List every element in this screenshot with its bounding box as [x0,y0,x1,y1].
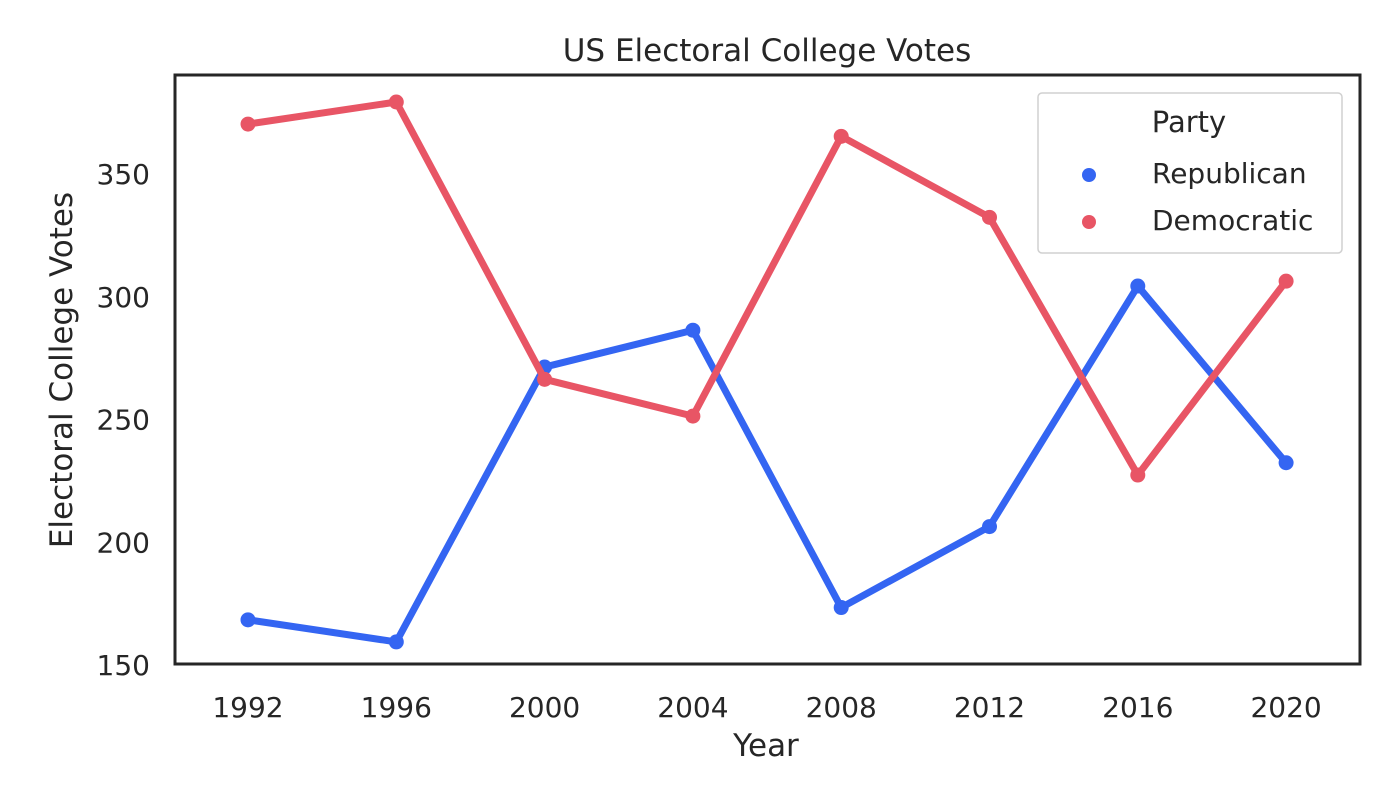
data-point-republican [1130,278,1146,294]
data-point-republican [240,612,256,628]
y-tick-label: 250 [97,404,150,437]
y-tick-label: 300 [97,281,150,314]
data-point-republican [1278,455,1294,471]
legend: Party Republican Democratic [1037,92,1343,254]
y-axis-label: Electoral College Votes [44,192,80,548]
data-point-republican [685,322,701,338]
x-tick-label: 2012 [954,691,1025,724]
x-tick-label: 1996 [361,691,432,724]
series-line-democratic [244,98,1290,479]
plot-area-frame [173,73,1362,666]
y-axis-ticks: 150 200 250 300 350 [97,158,150,682]
legend-frame [1037,92,1343,254]
series-line-republican [244,282,1290,646]
legend-marker-democratic [1082,215,1096,229]
legend-marker-republican [1082,168,1096,182]
legend-title: Party [1152,105,1226,139]
data-point-republican [833,600,849,616]
data-point-democratic [982,209,997,225]
y-tick-label: 350 [97,158,150,191]
series-layer [240,94,1294,650]
x-tick-label: 2016 [1102,691,1173,724]
data-point-democratic [833,128,849,144]
data-point-democratic [240,116,256,132]
legend-label-republican: Republican [1152,157,1307,190]
data-point-democratic [685,408,701,424]
legend-label-democratic: Democratic [1152,204,1313,237]
chart-title: US Electoral College Votes [563,33,972,69]
x-tick-label: 2020 [1250,691,1321,724]
data-point-democratic [388,94,404,110]
data-point-democratic [537,371,553,387]
x-tick-label: 1992 [212,691,283,724]
x-tick-label: 2000 [509,691,580,724]
y-tick-label: 200 [97,526,150,559]
x-axis-label: Year [732,728,799,764]
x-tick-label: 2008 [806,691,877,724]
data-point-republican [982,519,997,535]
data-point-republican [388,634,404,650]
x-axis-ticks: 1992 1996 2000 2004 2008 2012 2016 2020 [212,691,1321,724]
data-point-democratic [1278,273,1294,289]
data-point-democratic [1130,467,1146,483]
x-tick-label: 2004 [657,691,728,724]
y-tick-label: 150 [97,649,150,682]
